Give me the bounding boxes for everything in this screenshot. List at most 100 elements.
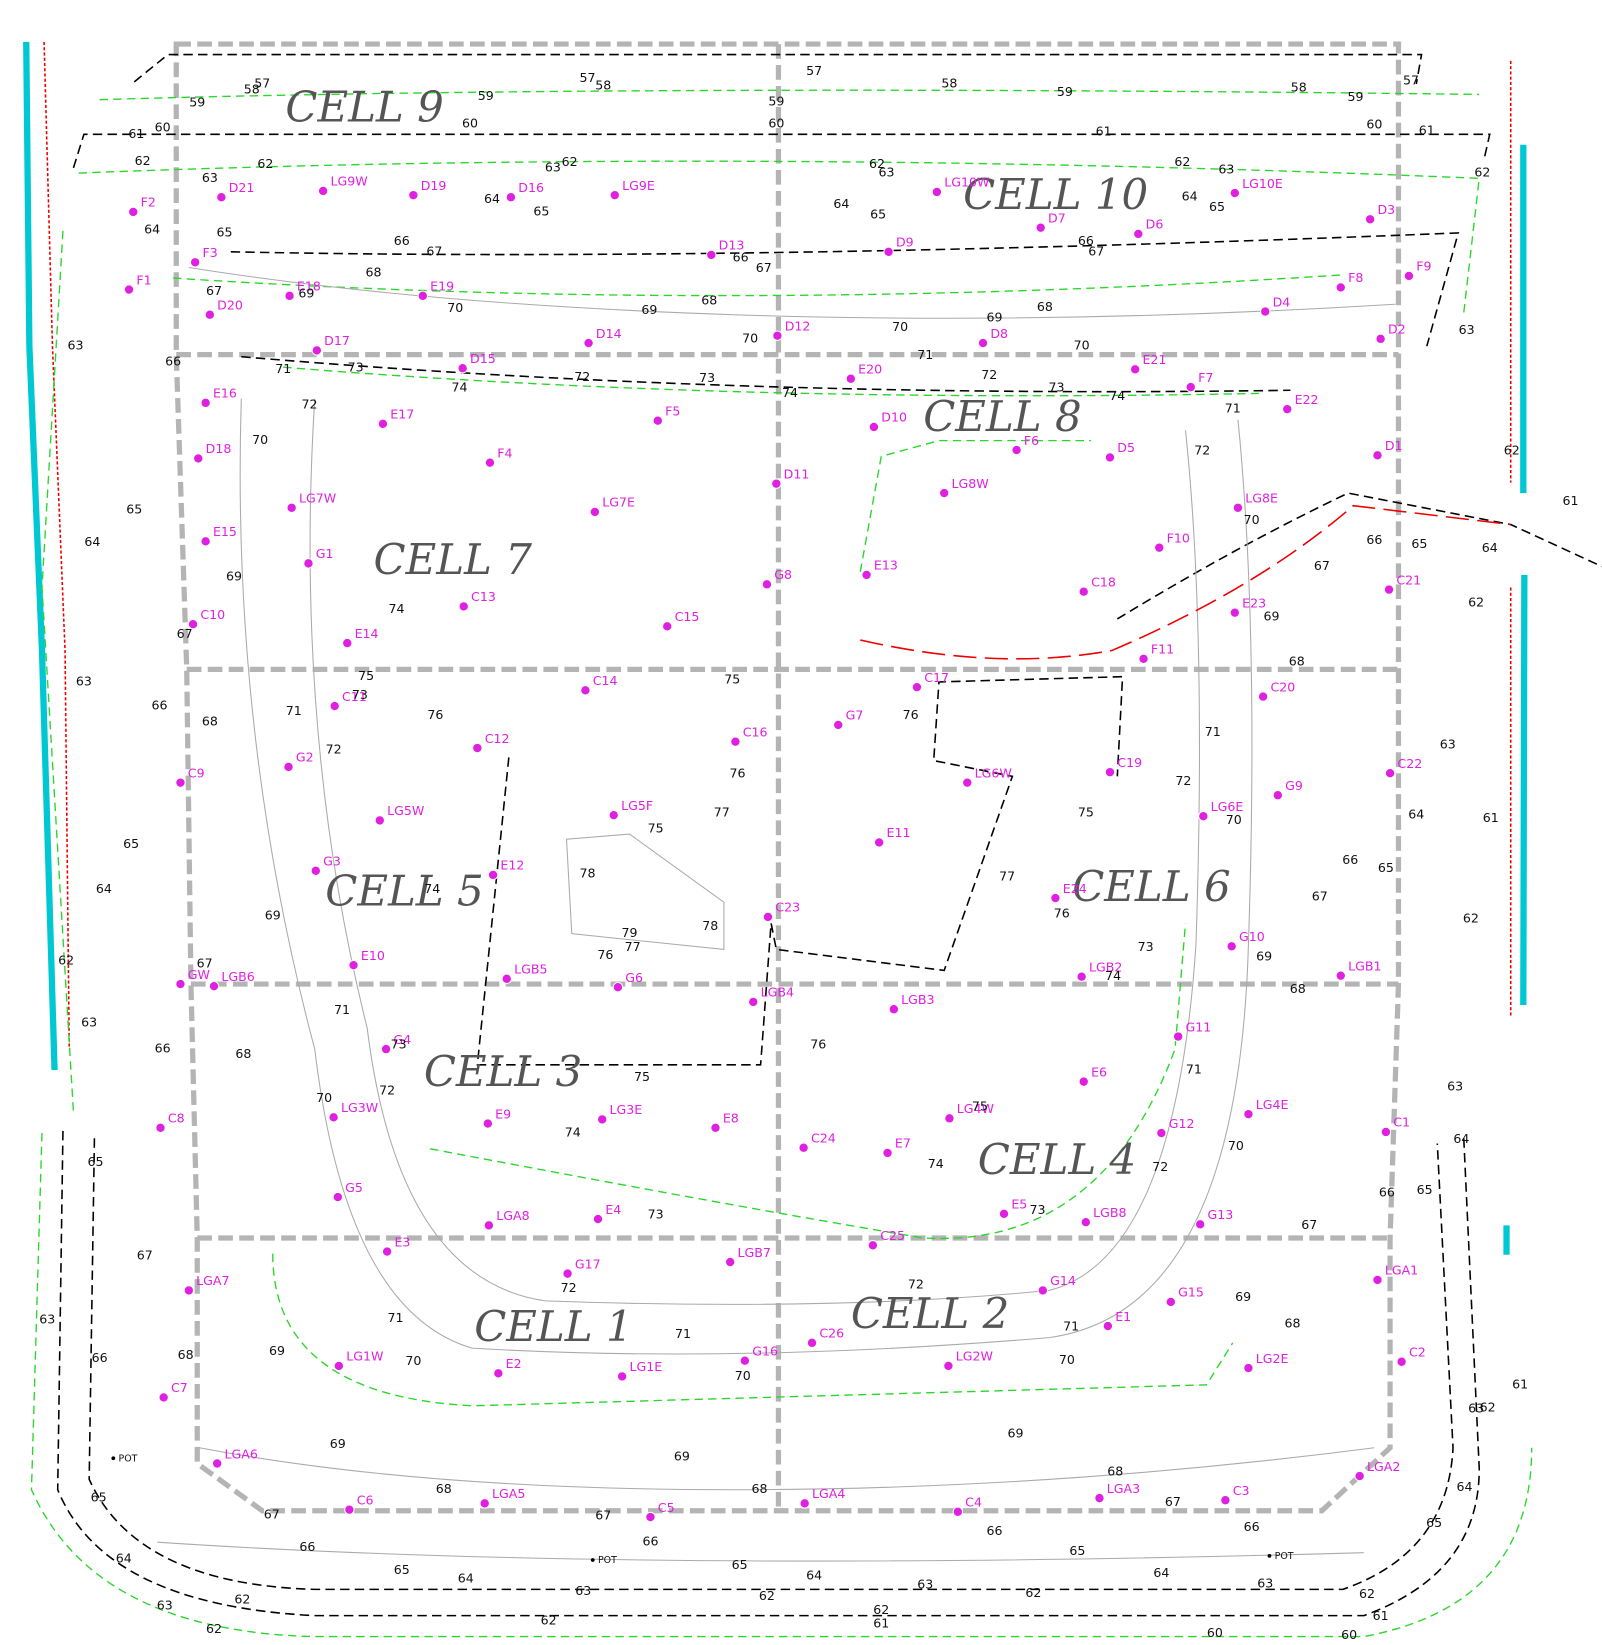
sampling-point-label: F5 (665, 403, 680, 418)
cell-label: CELL 10 (963, 170, 1148, 219)
sampling-point (1129, 364, 1141, 375)
contour-label: 59 (768, 93, 784, 108)
sampling-point (333, 1360, 345, 1372)
contour-label: 75 (1078, 805, 1094, 820)
contour-label: 64 (806, 1567, 822, 1582)
sampling-point (583, 337, 594, 349)
grade-line (56, 53, 1602, 1617)
cell-label: CELL 1 (474, 1302, 632, 1351)
sampling-point (332, 1191, 344, 1203)
contour-label: 63 (1218, 161, 1234, 176)
cell-boundary (173, 41, 1402, 1514)
contour-label: 62 (869, 156, 885, 171)
sampling-point (381, 1246, 393, 1257)
contour-label: 61 (873, 1616, 889, 1631)
sampling-point (1383, 584, 1395, 595)
sampling-point (329, 700, 340, 712)
contour-label: 63 (1447, 1078, 1463, 1093)
sampling-point (1104, 452, 1116, 463)
sampling-point-label: G3 (323, 854, 341, 869)
sampling-point (1076, 971, 1087, 982)
contour-label: 76 (427, 707, 443, 722)
sampling-point (1037, 1285, 1049, 1296)
contour-label: 72 (908, 1277, 924, 1292)
sampling-point-label: E4 (605, 1202, 621, 1217)
sampling-point-label: LGB5 (514, 962, 547, 977)
contour-label: 68 (752, 1481, 768, 1496)
contour-label: 74 (424, 881, 440, 896)
sampling-point (1243, 1362, 1254, 1374)
sampling-point (1078, 586, 1089, 597)
sampling-point-label: LGA8 (496, 1208, 529, 1223)
contour-label: 67 (177, 626, 193, 641)
sampling-point-label: C25 (880, 1228, 905, 1243)
sampling-point-label: F8 (1348, 270, 1363, 285)
contour-label: 69 (674, 1449, 690, 1464)
contour-label: 66 (1342, 852, 1358, 867)
sampling-point-label: GW (188, 967, 211, 982)
sampling-point (1172, 1031, 1184, 1042)
sampling-point-label: LG7W (299, 491, 337, 506)
contour-label: 69 (1264, 608, 1280, 623)
sampling-point (374, 815, 386, 826)
sampling-point (211, 1458, 223, 1469)
contour-label: 69 (987, 309, 1003, 324)
contour-label: 63 (1440, 736, 1456, 751)
contour-label: 63 (1257, 1576, 1273, 1591)
sampling-point (1078, 1076, 1089, 1087)
sampling-point (1080, 1216, 1092, 1228)
sampling-point-label: E11 (887, 825, 911, 840)
contour-label: 68 (1289, 653, 1305, 668)
sampling-point-label: G11 (1185, 1019, 1211, 1034)
contour-label: 76 (730, 766, 746, 781)
contour-label: 59 (189, 94, 205, 109)
contour-label: 74 (389, 601, 405, 616)
contour-label: 57 (1403, 72, 1419, 87)
sampling-point (487, 869, 499, 881)
sampling-point (189, 257, 201, 268)
sampling-point-label: LGB3 (901, 992, 934, 1007)
sampling-point (1229, 607, 1241, 618)
sampling-point (458, 601, 469, 612)
sampling-point-label: C23 (775, 900, 800, 915)
contour-label: 62 (1480, 1399, 1496, 1414)
sampling-point (944, 1113, 955, 1124)
sampling-point-label: F1 (136, 272, 151, 287)
contour-label: 70 (447, 300, 463, 315)
contour-label: 64 (1453, 1131, 1469, 1146)
sampling-point-label: LGA1 (1385, 1263, 1418, 1278)
contour-label: 62 (206, 1621, 222, 1636)
sampling-point-label: E5 (1011, 1197, 1027, 1212)
sampling-point-label: F10 (1167, 530, 1190, 545)
contour-label: 64 (116, 1550, 132, 1565)
sampling-point (772, 330, 783, 341)
sampling-point-label: D21 (229, 180, 255, 195)
sampling-point (479, 1498, 490, 1509)
cell-label: CELL 6 (1072, 862, 1230, 911)
sampling-point (1372, 1274, 1383, 1286)
sampling-point-label: C24 (811, 1130, 836, 1145)
sampling-point-label: LG2W (956, 1349, 994, 1364)
contour-label: 73 (699, 370, 715, 385)
contour-label: 67 (206, 283, 222, 298)
sampling-point-label: LG9E (622, 178, 655, 193)
sampling-point-label: D12 (785, 318, 811, 333)
contour-label: 75 (648, 820, 664, 835)
contour-label: 69 (1256, 948, 1272, 963)
sampling-point-label: C4 (965, 1495, 982, 1510)
sampling-point (762, 911, 774, 923)
sampling-point (911, 681, 923, 693)
sampling-point-label: G14 (1050, 1273, 1076, 1288)
contour-label: 73 (391, 1036, 407, 1051)
sampling-point-label: LG3W (341, 1100, 379, 1115)
sampling-point-label: C8 (168, 1111, 185, 1126)
contour-label: 79 (621, 925, 637, 940)
contour-label: 68 (1037, 299, 1053, 314)
sampling-point-label: D19 (421, 178, 447, 193)
sampling-point-label: G1 (316, 546, 334, 561)
sampling-point (342, 637, 353, 649)
sampling-point (882, 1147, 893, 1159)
sampling-point (706, 249, 717, 261)
contour-label: 64 (1408, 807, 1424, 822)
sampling-point-label: F2 (141, 195, 156, 210)
